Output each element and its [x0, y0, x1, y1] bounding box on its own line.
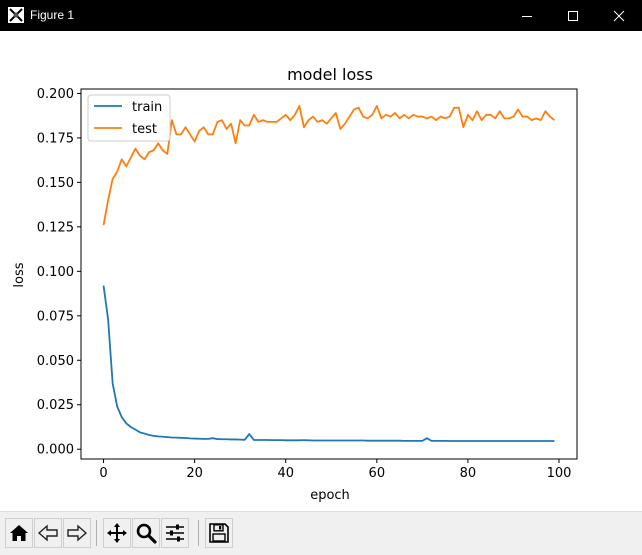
chart-title: model loss — [287, 65, 373, 84]
configure-subplots-button[interactable] — [161, 518, 189, 548]
save-icon — [209, 523, 229, 543]
configure-subplots-icon — [166, 524, 184, 542]
y-axis-label: loss — [12, 262, 27, 287]
forward-button[interactable] — [63, 518, 91, 548]
zoom-icon — [136, 523, 157, 544]
maximize-button[interactable] — [550, 0, 596, 31]
x-axis-label: epoch — [310, 488, 350, 503]
maximize-icon — [568, 10, 578, 21]
home-button[interactable] — [5, 518, 33, 548]
navigation-toolbar — [0, 511, 642, 555]
series-line-train — [102, 285, 555, 442]
minimize-button[interactable] — [504, 0, 550, 31]
toolbar-separator — [198, 520, 199, 546]
back-button[interactable] — [34, 518, 62, 548]
plot-frame — [80, 88, 578, 460]
zoom-button[interactable] — [132, 518, 160, 548]
legend-label-train: train — [132, 100, 162, 115]
figure-canvas[interactable]: model loss epoch loss 0 20 40 60 80 100 0.000 0… — [1, 31, 641, 511]
y-tick-label: 0.125 — [37, 220, 74, 235]
forward-icon — [67, 524, 88, 542]
legend: train test — [87, 94, 171, 142]
y-tick-label: 0.150 — [37, 176, 74, 191]
x-tick-label: 80 — [460, 466, 477, 481]
pan-button[interactable] — [103, 518, 131, 548]
series-line-test — [102, 105, 556, 226]
close-button[interactable] — [596, 0, 642, 31]
y-tick-label: 0.000 — [37, 443, 74, 458]
y-tick-label: 0.025 — [37, 398, 74, 413]
y-tick-label: 0.200 — [37, 87, 74, 102]
back-icon — [37, 524, 58, 542]
pan-icon — [107, 523, 127, 543]
series-layer — [102, 105, 556, 442]
x-tick-label: 20 — [186, 466, 203, 481]
x-tick-label: 40 — [277, 466, 294, 481]
window-title-bar: Figure 1 — [0, 0, 642, 31]
loss-chart: model loss epoch loss 0 20 40 60 80 1000.0000… — [12, 65, 578, 503]
home-icon — [10, 525, 28, 541]
window-title: Figure 1 — [30, 8, 75, 22]
y-tick-label: 0.175 — [37, 131, 74, 146]
legend-label-test: test — [132, 122, 157, 137]
x-tick-label: 100 — [547, 466, 572, 481]
save-button[interactable] — [205, 518, 233, 548]
minimize-icon — [522, 15, 532, 17]
y-tick-label: 0.100 — [37, 265, 74, 280]
ticks-layer: 0 20 40 60 80 100 0.000 0.025 0.050 0.075 0.100 0.1… — [37, 87, 572, 481]
close-icon — [613, 10, 625, 21]
y-tick-label: 0.050 — [37, 354, 74, 369]
toolbar-separator — [96, 520, 97, 546]
x-tick-label: 0 — [99, 466, 107, 481]
matplotlib-app-icon — [8, 7, 24, 23]
x-tick-label: 60 — [369, 466, 386, 481]
y-tick-label: 0.075 — [37, 309, 74, 324]
